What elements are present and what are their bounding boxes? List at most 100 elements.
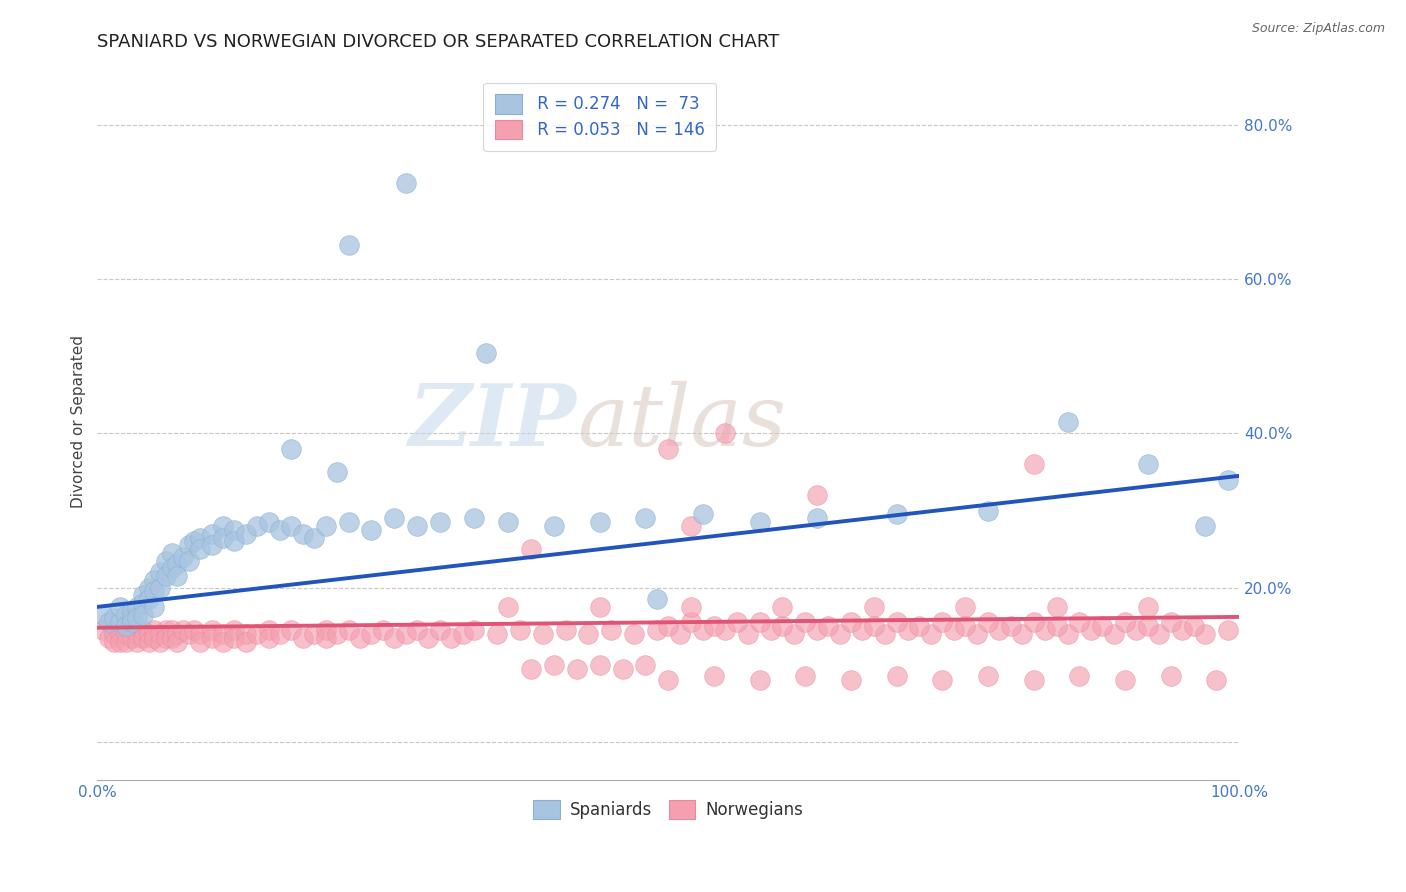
- Point: [143, 623, 166, 637]
- Point: [291, 526, 314, 541]
- Point: [155, 569, 177, 583]
- Point: [1205, 673, 1227, 687]
- Point: [498, 515, 520, 529]
- Point: [132, 607, 155, 622]
- Point: [121, 604, 143, 618]
- Point: [97, 615, 120, 630]
- Point: [155, 623, 177, 637]
- Point: [543, 519, 565, 533]
- Point: [839, 615, 862, 630]
- Point: [360, 523, 382, 537]
- Point: [132, 631, 155, 645]
- Point: [212, 519, 235, 533]
- Point: [337, 237, 360, 252]
- Point: [977, 669, 1000, 683]
- Point: [1011, 627, 1033, 641]
- Point: [1057, 627, 1080, 641]
- Point: [418, 631, 440, 645]
- Point: [772, 599, 794, 614]
- Point: [326, 465, 349, 479]
- Point: [149, 565, 172, 579]
- Point: [1114, 673, 1136, 687]
- Point: [149, 634, 172, 648]
- Point: [103, 627, 125, 641]
- Point: [200, 538, 222, 552]
- Point: [183, 623, 205, 637]
- Point: [291, 631, 314, 645]
- Point: [138, 627, 160, 641]
- Point: [509, 623, 531, 637]
- Point: [875, 627, 897, 641]
- Point: [589, 657, 612, 672]
- Point: [681, 615, 703, 630]
- Point: [565, 661, 588, 675]
- Point: [634, 511, 657, 525]
- Point: [166, 627, 188, 641]
- Point: [1000, 619, 1022, 633]
- Point: [681, 519, 703, 533]
- Point: [589, 599, 612, 614]
- Point: [382, 631, 405, 645]
- Point: [657, 673, 679, 687]
- Point: [188, 634, 211, 648]
- Point: [703, 619, 725, 633]
- Point: [143, 573, 166, 587]
- Point: [828, 627, 851, 641]
- Text: ZIP: ZIP: [409, 380, 576, 464]
- Point: [1136, 599, 1159, 614]
- Point: [886, 669, 908, 683]
- Point: [931, 673, 953, 687]
- Point: [1091, 619, 1114, 633]
- Point: [1125, 623, 1147, 637]
- Point: [942, 623, 965, 637]
- Point: [235, 627, 257, 641]
- Point: [953, 599, 976, 614]
- Point: [200, 631, 222, 645]
- Point: [1160, 615, 1182, 630]
- Point: [1171, 623, 1194, 637]
- Legend: Spaniards, Norwegians: Spaniards, Norwegians: [527, 793, 810, 826]
- Point: [1022, 458, 1045, 472]
- Point: [806, 511, 828, 525]
- Point: [382, 511, 405, 525]
- Point: [806, 488, 828, 502]
- Point: [177, 627, 200, 641]
- Point: [200, 526, 222, 541]
- Point: [103, 611, 125, 625]
- Point: [657, 619, 679, 633]
- Point: [280, 623, 302, 637]
- Point: [681, 599, 703, 614]
- Point: [315, 631, 337, 645]
- Point: [326, 627, 349, 641]
- Point: [108, 599, 131, 614]
- Point: [246, 627, 269, 641]
- Point: [520, 542, 543, 557]
- Point: [806, 623, 828, 637]
- Point: [543, 657, 565, 672]
- Point: [554, 623, 576, 637]
- Point: [91, 623, 114, 637]
- Point: [1022, 615, 1045, 630]
- Point: [224, 534, 246, 549]
- Point: [474, 345, 496, 359]
- Point: [748, 515, 770, 529]
- Point: [703, 669, 725, 683]
- Point: [1057, 415, 1080, 429]
- Text: SPANIARD VS NORWEGIAN DIVORCED OR SEPARATED CORRELATION CHART: SPANIARD VS NORWEGIAN DIVORCED OR SEPARA…: [97, 33, 779, 51]
- Point: [988, 623, 1011, 637]
- Point: [1069, 669, 1091, 683]
- Point: [520, 661, 543, 675]
- Point: [862, 599, 884, 614]
- Point: [589, 515, 612, 529]
- Point: [315, 623, 337, 637]
- Point: [143, 631, 166, 645]
- Point: [931, 615, 953, 630]
- Point: [463, 511, 485, 525]
- Point: [121, 623, 143, 637]
- Point: [212, 531, 235, 545]
- Point: [1194, 627, 1216, 641]
- Point: [817, 619, 839, 633]
- Point: [132, 596, 155, 610]
- Point: [138, 634, 160, 648]
- Point: [108, 634, 131, 648]
